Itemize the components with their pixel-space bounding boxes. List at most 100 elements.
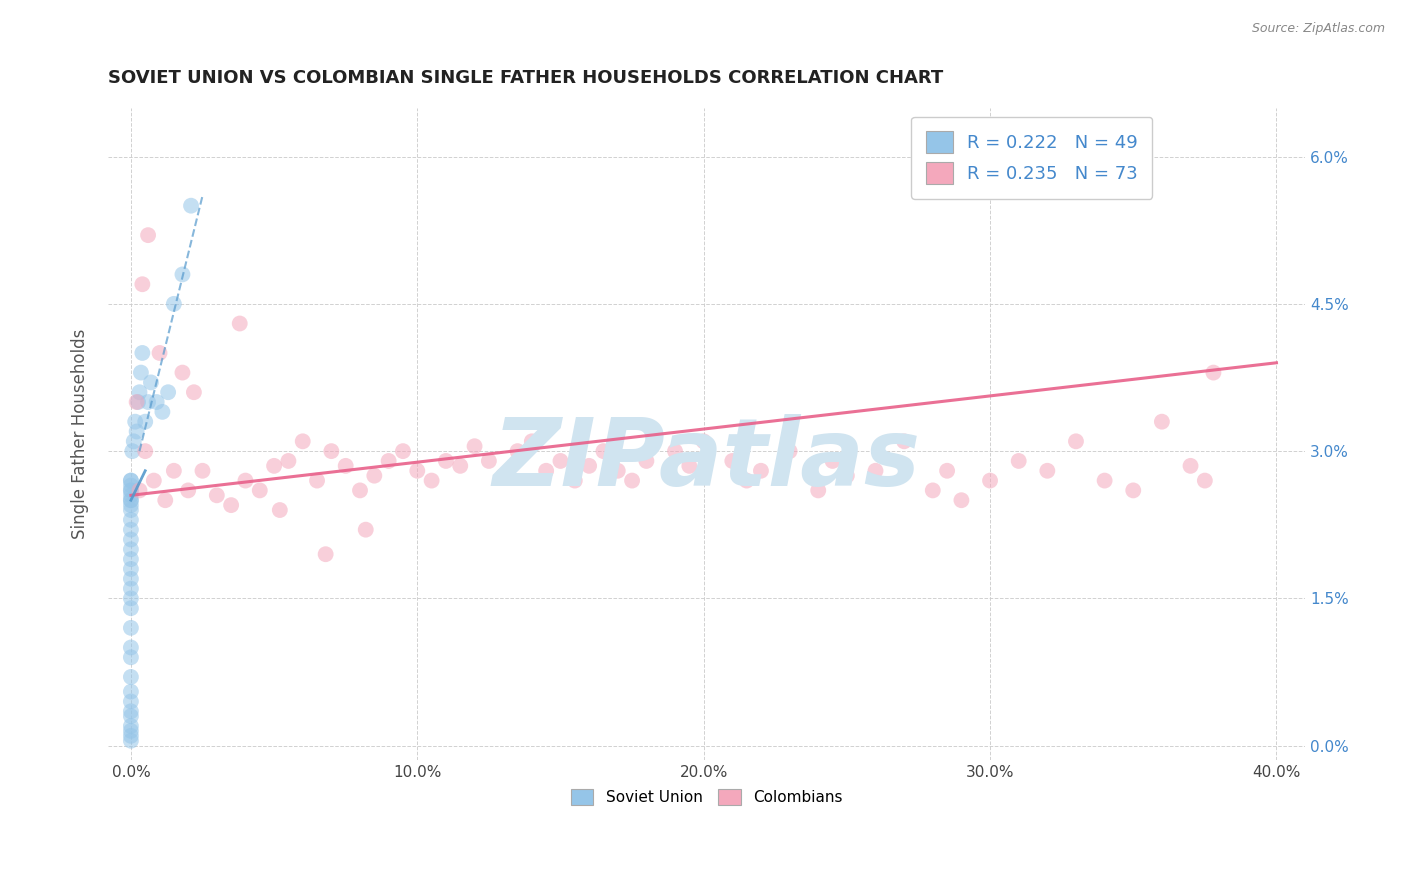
Point <box>120 591 142 606</box>
Point <box>124 415 146 429</box>
Point <box>120 601 142 615</box>
Point <box>120 733 142 747</box>
Point <box>136 395 159 409</box>
Point <box>1064 434 1087 449</box>
Point <box>120 572 142 586</box>
Point <box>492 468 515 483</box>
Point <box>148 346 170 360</box>
Point <box>128 385 150 400</box>
Point <box>205 488 228 502</box>
Point <box>735 474 758 488</box>
Legend: Soviet Union, Colombians: Soviet Union, Colombians <box>564 783 849 812</box>
Point <box>120 684 142 698</box>
Point <box>692 434 714 449</box>
Point <box>406 464 429 478</box>
Point <box>120 474 142 488</box>
Point <box>865 464 887 478</box>
Point <box>1036 464 1059 478</box>
Point <box>121 444 143 458</box>
Point <box>269 503 291 517</box>
Point <box>120 723 142 738</box>
Point <box>506 444 529 458</box>
Point <box>128 483 150 498</box>
Text: ZIPatlas: ZIPatlas <box>492 414 921 506</box>
Point <box>779 444 801 458</box>
Point <box>127 395 149 409</box>
Point <box>564 474 586 488</box>
Point <box>155 493 177 508</box>
Point <box>219 498 242 512</box>
Point <box>120 709 142 723</box>
Point <box>263 458 285 473</box>
Point <box>120 488 142 502</box>
Text: SOVIET UNION VS COLOMBIAN SINGLE FATHER HOUSEHOLDS CORRELATION CHART: SOVIET UNION VS COLOMBIAN SINGLE FATHER … <box>108 69 943 87</box>
Point <box>120 562 142 576</box>
Point <box>152 405 174 419</box>
Point <box>157 385 180 400</box>
Point <box>120 503 142 517</box>
Point <box>1202 366 1225 380</box>
Point <box>145 395 167 409</box>
Y-axis label: Single Father Households: Single Father Households <box>72 329 89 539</box>
Point <box>120 542 142 557</box>
Point <box>235 474 257 488</box>
Point <box>183 385 205 400</box>
Point <box>134 415 156 429</box>
Point <box>291 434 314 449</box>
Point <box>449 458 471 473</box>
Point <box>1150 415 1173 429</box>
Point <box>120 474 142 488</box>
Point <box>721 454 744 468</box>
Point <box>606 464 628 478</box>
Point <box>979 474 1001 488</box>
Point <box>807 483 830 498</box>
Point <box>120 498 142 512</box>
Point <box>936 464 959 478</box>
Point <box>131 277 153 292</box>
Point <box>335 458 357 473</box>
Point <box>305 474 328 488</box>
Point <box>1094 474 1116 488</box>
Point <box>120 621 142 635</box>
Point <box>120 670 142 684</box>
Point <box>354 523 377 537</box>
Point <box>478 454 501 468</box>
Point <box>315 547 337 561</box>
Point <box>534 464 557 478</box>
Point <box>229 317 252 331</box>
Point <box>950 493 973 508</box>
Point <box>520 434 543 449</box>
Point <box>136 228 159 243</box>
Point <box>277 454 299 468</box>
Point <box>120 493 142 508</box>
Point <box>125 425 148 439</box>
Point <box>392 444 415 458</box>
Point <box>131 346 153 360</box>
Point <box>749 464 772 478</box>
Point <box>636 454 658 468</box>
Point <box>172 268 194 282</box>
Point <box>420 474 443 488</box>
Point <box>142 474 165 488</box>
Point <box>120 650 142 665</box>
Point <box>1180 458 1202 473</box>
Point <box>125 395 148 409</box>
Point <box>434 454 457 468</box>
Point <box>893 434 915 449</box>
Point <box>120 582 142 596</box>
Point <box>592 444 614 458</box>
Point <box>363 468 385 483</box>
Point <box>821 454 844 468</box>
Point <box>120 513 142 527</box>
Point <box>249 483 271 498</box>
Point <box>1008 454 1031 468</box>
Point <box>120 533 142 547</box>
Point <box>122 434 145 449</box>
Point <box>120 729 142 743</box>
Point <box>321 444 343 458</box>
Point <box>129 366 152 380</box>
Point <box>377 454 399 468</box>
Point <box>172 366 194 380</box>
Point <box>349 483 371 498</box>
Point <box>621 474 644 488</box>
